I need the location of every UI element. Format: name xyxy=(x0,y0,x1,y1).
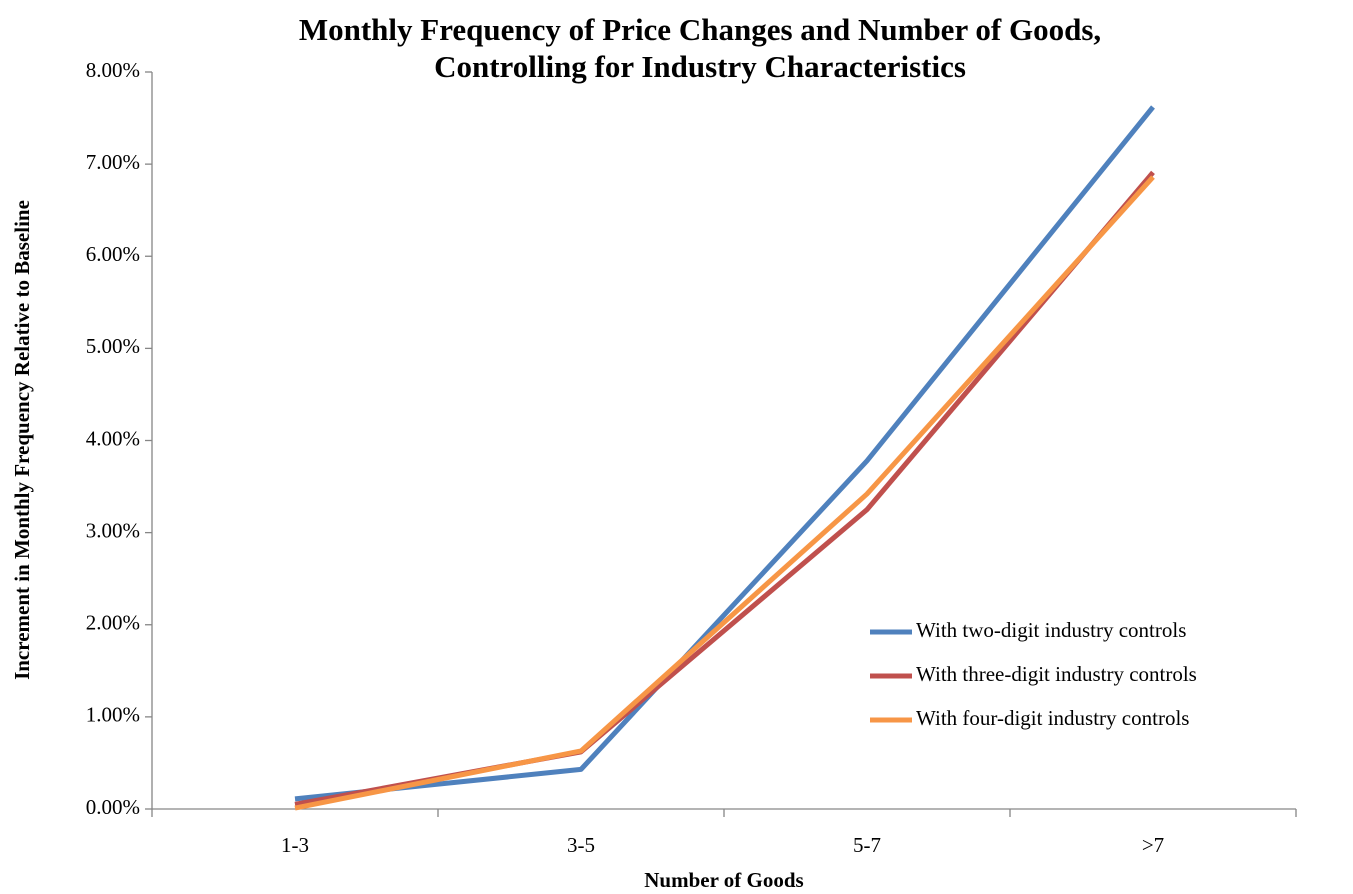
y-tick-label: 7.00% xyxy=(86,150,140,174)
legend-label: With three-digit industry controls xyxy=(916,662,1197,686)
y-tick-label: 0.00% xyxy=(86,795,140,819)
series-line xyxy=(294,175,1155,811)
chart-title: Monthly Frequency of Price Changes and N… xyxy=(299,12,1101,47)
y-tick-label: 6.00% xyxy=(86,242,140,266)
x-tick-label: 3-5 xyxy=(567,833,595,857)
y-tick-label: 8.00% xyxy=(86,58,140,82)
y-tick-label: 3.00% xyxy=(86,518,140,542)
x-tick-label: 1-3 xyxy=(281,833,309,857)
y-axis-title: Increment in Monthly Frequency Relative … xyxy=(10,200,34,680)
legend-label: With four-digit industry controls xyxy=(916,706,1189,730)
y-tick-label: 2.00% xyxy=(86,611,140,635)
y-tick-label: 5.00% xyxy=(86,334,140,358)
chart-title: Controlling for Industry Characteristics xyxy=(434,49,966,84)
x-axis-title: Number of Goods xyxy=(644,868,803,892)
y-tick-label: 1.00% xyxy=(86,703,140,727)
x-tick-label: 5-7 xyxy=(853,833,881,857)
series-line xyxy=(294,105,1155,802)
legend-label: With two-digit industry controls xyxy=(916,618,1186,642)
x-tick-label: >7 xyxy=(1142,833,1164,857)
y-tick-label: 4.00% xyxy=(86,426,140,450)
